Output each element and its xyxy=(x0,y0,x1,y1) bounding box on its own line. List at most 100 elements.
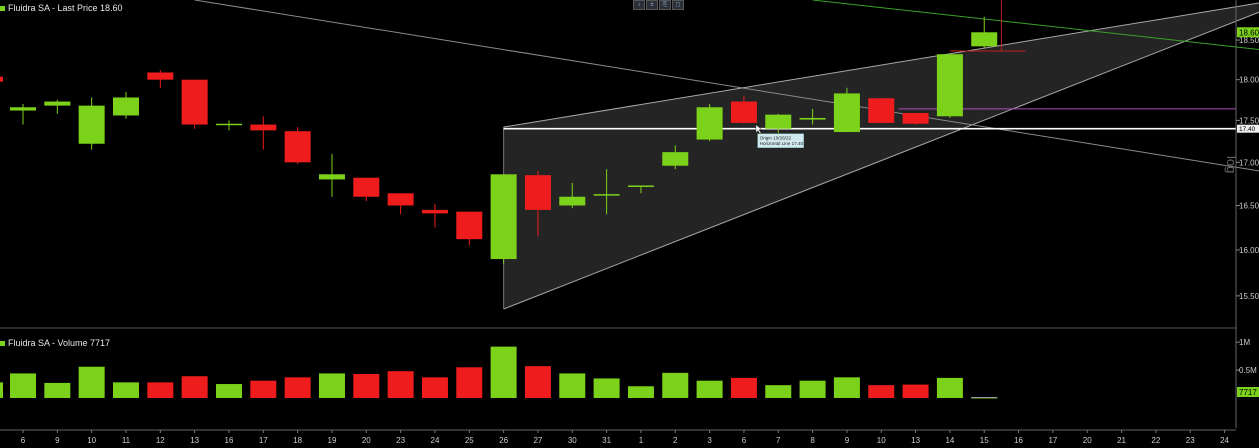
toolbar-button-1[interactable]: ↕ xyxy=(633,0,645,10)
candle-body xyxy=(490,174,517,260)
price-tick-label: 18.50 xyxy=(1239,36,1259,45)
candle-body xyxy=(353,177,380,197)
prior-candle-stub xyxy=(0,76,3,82)
volume-bar xyxy=(730,377,757,398)
last-volume-badge-text: 7717 xyxy=(1239,388,1257,397)
price-series-swatch xyxy=(0,5,5,11)
candle-body xyxy=(44,101,71,106)
x-tick-label: 27 xyxy=(533,436,542,445)
mouse-cursor-icon xyxy=(755,124,763,135)
horizontal-line-badge-text: 17.40 xyxy=(1239,126,1256,133)
candle-body xyxy=(902,113,929,124)
candle-body xyxy=(799,117,826,120)
volume-bar xyxy=(936,377,963,398)
log-scale-label: log xyxy=(1224,156,1239,174)
x-tick-label: 23 xyxy=(396,436,405,445)
channel-fill xyxy=(503,3,1259,310)
last-volume-badge xyxy=(1237,387,1259,397)
x-tick-label: 13 xyxy=(190,436,199,445)
toolbar-button-4[interactable]: ◻ xyxy=(672,0,684,10)
volume-bar xyxy=(147,382,174,398)
candle-body xyxy=(559,196,586,206)
x-tick-label: 10 xyxy=(87,436,96,445)
tooltip-box xyxy=(757,133,804,148)
price-tick-label: 18.00 xyxy=(1239,76,1259,85)
volume-bar xyxy=(78,366,105,398)
candle-body xyxy=(181,79,208,125)
candle-body xyxy=(250,124,277,131)
volume-bar xyxy=(284,377,311,398)
x-tick-label: 10 xyxy=(877,436,886,445)
toolbar-button-2[interactable]: ± xyxy=(646,0,658,10)
candle-body xyxy=(524,175,551,210)
channel-upper-line xyxy=(503,2,1259,128)
x-tick-label: 12 xyxy=(156,436,165,445)
volume-bar xyxy=(250,380,277,398)
volume-bar xyxy=(112,382,139,398)
x-tick-label: 7 xyxy=(776,436,781,445)
price-title-text: Fluidra SA - Last Price 18.60 xyxy=(8,3,123,13)
candle-body xyxy=(868,98,895,123)
candle-body xyxy=(971,32,998,47)
x-tick-label: 1 xyxy=(639,436,644,445)
candle-body xyxy=(730,101,757,123)
volume-bar xyxy=(44,382,71,398)
volume-panel xyxy=(0,346,998,399)
candle-body xyxy=(593,194,620,196)
volume-bar xyxy=(765,385,792,398)
x-tick-label: 24 xyxy=(431,436,440,445)
x-tick-label: 3 xyxy=(707,436,712,445)
volume-tick-label: 1M xyxy=(1239,338,1250,347)
price-tick-label: 17.50 xyxy=(1239,116,1259,125)
volume-bar xyxy=(10,373,36,398)
volume-bar xyxy=(524,366,551,398)
chart-toolbar: ↕ ± ⎘ ◻ xyxy=(633,0,684,10)
price-tick-label: 17.00 xyxy=(1239,158,1259,167)
x-tick-label: 9 xyxy=(55,436,60,445)
price-tick-label: 15.50 xyxy=(1239,292,1259,301)
volume-bar xyxy=(868,385,895,398)
price-panel-title: Fluidra SA - Last Price 18.60 xyxy=(0,3,123,13)
candle-body xyxy=(387,193,414,206)
candle-body xyxy=(833,93,860,133)
x-tick-label: 8 xyxy=(810,436,815,445)
x-tick-label: 6 xyxy=(742,436,747,445)
x-tick-label: 20 xyxy=(1083,436,1092,445)
candle-body xyxy=(456,211,483,240)
volume-bar xyxy=(627,386,654,398)
x-tick-label: 6 xyxy=(21,436,26,445)
x-tick-label: 25 xyxy=(465,436,474,445)
volume-title-text: Fluidra SA - Volume 7717 xyxy=(8,338,111,348)
x-tick-label: 17 xyxy=(1048,436,1057,445)
x-tick-label: 23 xyxy=(1186,436,1195,445)
volume-bar xyxy=(490,346,517,398)
volume-bar xyxy=(456,367,483,398)
x-tick-label: 17 xyxy=(259,436,268,445)
green-trend-line xyxy=(812,0,1259,50)
x-tick-label: 15 xyxy=(980,436,989,445)
volume-series-swatch xyxy=(0,340,5,346)
x-tick-label: 21 xyxy=(1117,436,1126,445)
candle-body xyxy=(318,174,345,180)
x-tick-label: 2 xyxy=(673,436,678,445)
x-tick-label: 11 xyxy=(122,436,131,445)
candle-body xyxy=(627,185,654,187)
x-tick-label: 24 xyxy=(1220,436,1229,445)
toolbar-button-3[interactable]: ⎘ xyxy=(659,0,671,10)
volume-bar xyxy=(559,373,586,398)
volume-bar xyxy=(421,377,448,398)
price-tick-label: 16.00 xyxy=(1239,246,1259,255)
candle-body xyxy=(421,209,448,214)
volume-bar xyxy=(181,376,208,398)
candle-body xyxy=(112,97,139,116)
tooltip-line-1: Origin 10/26/22 xyxy=(760,136,792,141)
volume-bar xyxy=(353,373,380,398)
x-tick-label: 20 xyxy=(362,436,371,445)
x-tick-label: 16 xyxy=(225,436,234,445)
volume-bar xyxy=(696,380,723,398)
volume-bar xyxy=(833,377,860,398)
horizontal-line-badge xyxy=(1237,124,1259,133)
candle-body xyxy=(696,107,723,140)
